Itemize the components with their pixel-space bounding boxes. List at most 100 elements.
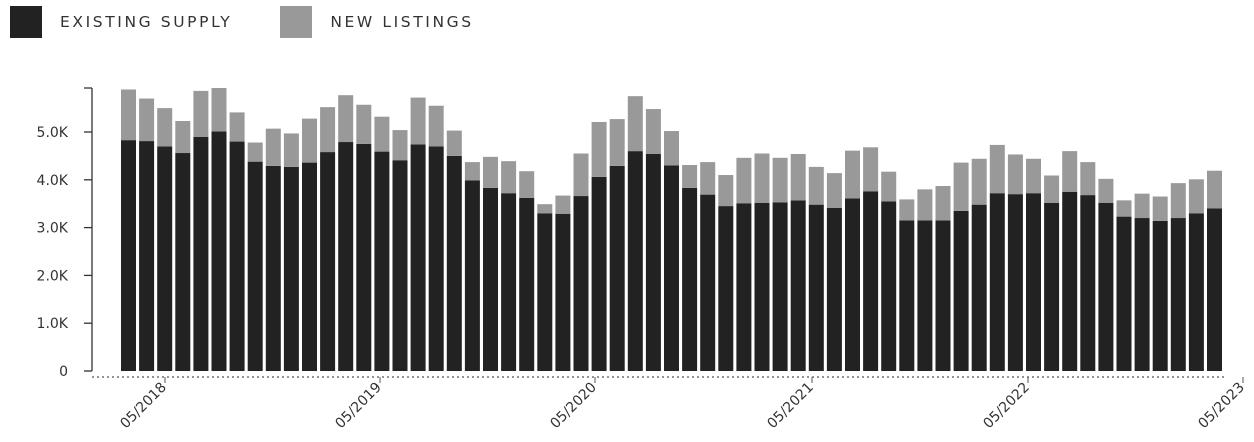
bar-existing-supply[interactable] (374, 151, 390, 371)
bar-existing-supply[interactable] (826, 208, 842, 371)
bar-new-listings[interactable] (157, 108, 173, 147)
bar-new-listings[interactable] (700, 162, 716, 195)
bar-new-listings[interactable] (736, 157, 752, 204)
bar-new-listings[interactable] (555, 195, 571, 214)
bar-new-listings[interactable] (247, 142, 263, 162)
legend-item-new-listings[interactable]: NEW LISTINGS (280, 6, 473, 38)
bar-new-listings[interactable] (989, 144, 1005, 194)
bar-new-listings[interactable] (356, 104, 372, 144)
bar-new-listings[interactable] (971, 158, 987, 205)
bar-new-listings[interactable] (1026, 158, 1041, 194)
bar-existing-supply[interactable] (989, 193, 1005, 371)
bar-new-listings[interactable] (1152, 196, 1168, 221)
bar-new-listings[interactable] (1116, 200, 1132, 217)
bar-existing-supply[interactable] (410, 144, 426, 371)
bar-existing-supply[interactable] (790, 200, 806, 371)
bar-new-listings[interactable] (591, 121, 607, 177)
bar-existing-supply[interactable] (881, 201, 897, 371)
bar-new-listings[interactable] (1007, 154, 1023, 195)
bar-new-listings[interactable] (501, 161, 517, 194)
bar-existing-supply[interactable] (229, 141, 245, 371)
bar-existing-supply[interactable] (157, 146, 173, 371)
bar-new-listings[interactable] (718, 175, 734, 207)
bar-existing-supply[interactable] (899, 220, 915, 371)
bar-new-listings[interactable] (772, 157, 788, 203)
bar-existing-supply[interactable] (555, 213, 571, 371)
bar-new-listings[interactable] (1080, 162, 1096, 196)
bar-new-listings[interactable] (1044, 175, 1060, 203)
bar-new-listings[interactable] (229, 112, 245, 142)
bar-existing-supply[interactable] (1170, 218, 1186, 371)
bar-existing-supply[interactable] (953, 210, 969, 371)
bar-new-listings[interactable] (682, 164, 698, 188)
bar-existing-supply[interactable] (645, 153, 661, 371)
bar-new-listings[interactable] (139, 98, 155, 142)
bar-existing-supply[interactable] (1188, 213, 1204, 371)
bar-new-listings[interactable] (193, 90, 209, 137)
bar-new-listings[interactable] (808, 166, 824, 205)
bar-existing-supply[interactable] (1152, 220, 1168, 371)
bar-existing-supply[interactable] (1062, 191, 1078, 371)
bar-existing-supply[interactable] (483, 187, 498, 371)
bar-new-listings[interactable] (265, 128, 281, 166)
bar-existing-supply[interactable] (302, 162, 317, 371)
bar-existing-supply[interactable] (591, 176, 607, 371)
bar-new-listings[interactable] (121, 89, 136, 141)
bar-existing-supply[interactable] (1116, 216, 1132, 371)
bar-new-listings[interactable] (1207, 170, 1222, 209)
bar-new-listings[interactable] (1188, 179, 1204, 214)
bar-new-listings[interactable] (790, 153, 806, 201)
bar-new-listings[interactable] (881, 171, 897, 202)
bar-new-listings[interactable] (664, 131, 679, 166)
bar-existing-supply[interactable] (609, 165, 625, 371)
bar-existing-supply[interactable] (519, 197, 535, 371)
bar-existing-supply[interactable] (1044, 202, 1060, 371)
bar-existing-supply[interactable] (247, 161, 263, 371)
bar-new-listings[interactable] (1062, 151, 1078, 192)
bar-existing-supply[interactable] (283, 166, 299, 371)
bar-existing-supply[interactable] (700, 194, 716, 371)
bar-existing-supply[interactable] (1026, 193, 1041, 371)
bar-new-listings[interactable] (953, 162, 969, 211)
bar-existing-supply[interactable] (772, 202, 788, 371)
bar-new-listings[interactable] (537, 204, 553, 214)
bar-new-listings[interactable] (428, 105, 444, 147)
bar-existing-supply[interactable] (682, 187, 698, 371)
bar-existing-supply[interactable] (320, 152, 336, 371)
bar-new-listings[interactable] (410, 97, 426, 145)
bar-new-listings[interactable] (826, 173, 842, 208)
bar-existing-supply[interactable] (573, 196, 589, 371)
bar-new-listings[interactable] (338, 95, 354, 143)
bar-existing-supply[interactable] (193, 136, 209, 371)
bar-existing-supply[interactable] (464, 180, 480, 371)
bar-new-listings[interactable] (519, 171, 535, 198)
bar-new-listings[interactable] (1098, 178, 1114, 203)
bar-existing-supply[interactable] (627, 151, 643, 371)
bar-existing-supply[interactable] (718, 206, 734, 371)
bar-existing-supply[interactable] (754, 202, 770, 371)
bar-new-listings[interactable] (935, 186, 951, 221)
bar-new-listings[interactable] (1134, 193, 1150, 219)
legend-item-existing-supply[interactable]: EXISTING SUPPLY (10, 6, 232, 38)
bar-existing-supply[interactable] (736, 203, 752, 371)
bar-new-listings[interactable] (627, 96, 643, 152)
bar-existing-supply[interactable] (392, 160, 408, 371)
bar-existing-supply[interactable] (664, 165, 679, 371)
bar-new-listings[interactable] (609, 119, 625, 166)
bar-existing-supply[interactable] (501, 193, 517, 371)
bar-existing-supply[interactable] (121, 140, 136, 371)
bar-new-listings[interactable] (392, 130, 408, 161)
bar-new-listings[interactable] (845, 150, 860, 199)
bar-new-listings[interactable] (211, 88, 227, 132)
bar-new-listings[interactable] (899, 199, 915, 221)
bar-existing-supply[interactable] (175, 153, 191, 371)
bar-new-listings[interactable] (754, 153, 770, 203)
bar-existing-supply[interactable] (808, 204, 824, 371)
bar-existing-supply[interactable] (1098, 202, 1114, 371)
bar-new-listings[interactable] (446, 130, 462, 156)
bar-new-listings[interactable] (320, 107, 336, 153)
bar-existing-supply[interactable] (917, 220, 933, 371)
bar-new-listings[interactable] (302, 118, 317, 163)
bar-new-listings[interactable] (283, 133, 299, 167)
bar-existing-supply[interactable] (265, 165, 281, 371)
